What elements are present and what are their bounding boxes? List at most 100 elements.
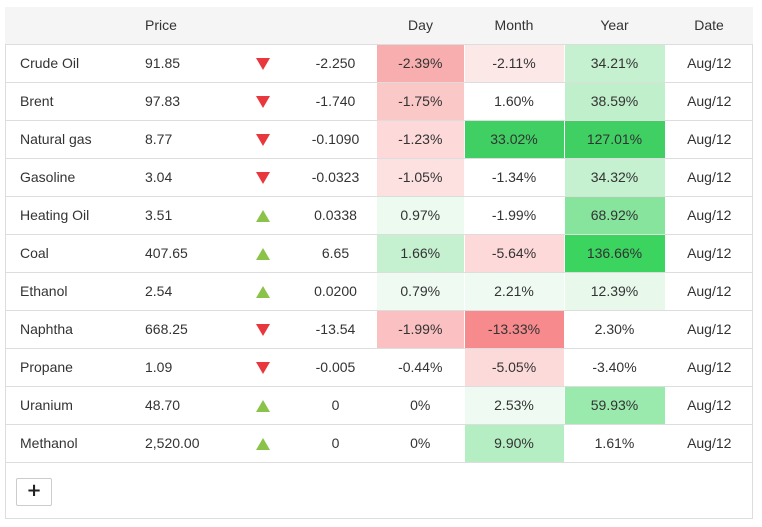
triangle-down-icon [256, 362, 270, 375]
triangle-down-icon [256, 172, 270, 185]
year-change: 1.61% [564, 424, 666, 463]
price-change: -2.250 [294, 44, 377, 83]
day-change: 0.97% [377, 196, 465, 235]
direction-cell [232, 386, 294, 425]
day-change: 0% [377, 386, 465, 425]
commodity-price: 668.25 [135, 310, 232, 349]
direction-cell [232, 196, 294, 235]
year-change: 12.39% [564, 272, 666, 311]
commodity-price: 3.04 [135, 158, 232, 197]
commodities-table: Price Day Month Year Date Crude Oil 91.85… [5, 7, 753, 463]
direction-cell [232, 82, 294, 121]
price-change: 6.65 [294, 234, 377, 273]
price-change: -0.0323 [294, 158, 377, 197]
month-change: 9.90% [464, 424, 565, 463]
commodity-price: 2,520.00 [135, 424, 232, 463]
quote-date: Aug/12 [665, 386, 753, 425]
month-change: 1.60% [464, 82, 565, 121]
table-row: Heating Oil 3.51 0.0338 0.97% -1.99% 68.92% Au… [5, 196, 753, 235]
day-change: -2.39% [377, 44, 465, 83]
triangle-up-icon [256, 400, 270, 413]
day-change: -1.05% [377, 158, 465, 197]
table-row: Coal 407.65 6.65 1.66% -5.64% 136.66% Aug/12 [5, 234, 753, 273]
price-change: -13.54 [294, 310, 377, 349]
month-change: -13.33% [464, 310, 565, 349]
commodity-name: Methanol [5, 424, 135, 463]
commodity-name: Brent [5, 82, 135, 121]
triangle-down-icon [256, 96, 270, 109]
month-change: -1.99% [464, 196, 565, 235]
quote-date: Aug/12 [665, 120, 753, 159]
quote-date: Aug/12 [665, 272, 753, 311]
commodity-price: 48.70 [135, 386, 232, 425]
triangle-down-icon [256, 324, 270, 337]
direction-cell [232, 424, 294, 463]
month-change: -5.64% [464, 234, 565, 273]
commodity-name: Ethanol [5, 272, 135, 311]
commodity-price: 1.09 [135, 348, 232, 387]
header-change [294, 7, 377, 45]
year-change: 38.59% [564, 82, 666, 121]
quote-date: Aug/12 [665, 44, 753, 83]
quote-date: Aug/12 [665, 310, 753, 349]
month-change: -1.34% [464, 158, 565, 197]
commodity-name: Crude Oil [5, 44, 135, 83]
commodity-name: Heating Oil [5, 196, 135, 235]
year-change: 2.30% [564, 310, 666, 349]
month-change: 33.02% [464, 120, 565, 159]
triangle-down-icon [256, 134, 270, 147]
year-change: 68.92% [564, 196, 666, 235]
add-row-button[interactable]: + [16, 478, 52, 506]
price-change: -1.740 [294, 82, 377, 121]
commodity-name: Coal [5, 234, 135, 273]
triangle-up-icon [256, 210, 270, 223]
quote-date: Aug/12 [665, 196, 753, 235]
quote-date: Aug/12 [665, 424, 753, 463]
day-change: 1.66% [377, 234, 465, 273]
commodity-price: 3.51 [135, 196, 232, 235]
triangle-up-icon [256, 286, 270, 299]
price-change: -0.005 [294, 348, 377, 387]
table-row: Naphtha 668.25 -13.54 -1.99% -13.33% 2.30% Aug… [5, 310, 753, 349]
header-year: Year [564, 7, 665, 45]
table-header: Price Day Month Year Date [5, 7, 753, 45]
header-name [5, 7, 135, 45]
commodity-name: Propane [5, 348, 135, 387]
year-change: 127.01% [564, 120, 666, 159]
table-row: Propane 1.09 -0.005 -0.44% -5.05% -3.40% Aug/1… [5, 348, 753, 387]
table-row: Uranium 48.70 0 0% 2.53% 59.93% Aug/12 [5, 386, 753, 425]
commodity-price: 2.54 [135, 272, 232, 311]
direction-cell [232, 120, 294, 159]
triangle-up-icon [256, 248, 270, 261]
header-price: Price [135, 7, 232, 45]
quote-date: Aug/12 [665, 158, 753, 197]
quote-date: Aug/12 [665, 234, 753, 273]
table-body: Crude Oil 91.85 -2.250 -2.39% -2.11% 34.21% Au… [5, 44, 753, 463]
table-row: Ethanol 2.54 0.0200 0.79% 2.21% 12.39% Aug/12 [5, 272, 753, 311]
commodity-price: 407.65 [135, 234, 232, 273]
commodity-name: Natural gas [5, 120, 135, 159]
year-change: 34.21% [564, 44, 666, 83]
direction-cell [232, 44, 294, 83]
price-change: 0.0200 [294, 272, 377, 311]
price-change: 0 [294, 424, 377, 463]
table-row: Brent 97.83 -1.740 -1.75% 1.60% 38.59% Aug/12 [5, 82, 753, 121]
month-change: 2.21% [464, 272, 565, 311]
direction-cell [232, 234, 294, 273]
day-change: -1.99% [377, 310, 465, 349]
year-change: 136.66% [564, 234, 666, 273]
day-change: -1.75% [377, 82, 465, 121]
month-change: 2.53% [464, 386, 565, 425]
commodity-price: 91.85 [135, 44, 232, 83]
day-change: 0.79% [377, 272, 465, 311]
commodity-price: 97.83 [135, 82, 232, 121]
table-row: Gasoline 3.04 -0.0323 -1.05% -1.34% 34.32% Aug… [5, 158, 753, 197]
header-month: Month [464, 7, 564, 45]
day-change: 0% [377, 424, 465, 463]
year-change: -3.40% [564, 348, 666, 387]
commodity-price: 8.77 [135, 120, 232, 159]
table-row: Crude Oil 91.85 -2.250 -2.39% -2.11% 34.21% Au… [5, 44, 753, 83]
triangle-down-icon [256, 58, 270, 71]
commodity-name: Naphtha [5, 310, 135, 349]
direction-cell [232, 348, 294, 387]
